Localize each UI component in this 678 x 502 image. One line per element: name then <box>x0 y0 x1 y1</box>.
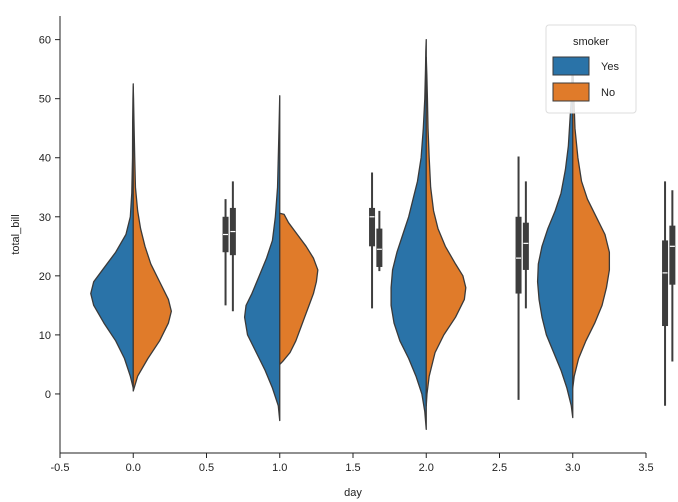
x-tick-label: 3.5 <box>638 462 653 474</box>
box-iqr <box>669 225 676 285</box>
y-tick-label: 10 <box>39 330 51 342</box>
violin-yes-0 <box>90 83 134 389</box>
violin-yes-1 <box>243 95 281 422</box>
violin-no-2 <box>425 56 467 407</box>
box-plot-6 <box>662 181 669 406</box>
box-plot-1 <box>229 181 236 312</box>
legend-title: smoker <box>573 36 609 48</box>
box-plot-2 <box>369 172 376 309</box>
box-plot-0 <box>222 199 229 306</box>
violin-layer <box>90 38 611 431</box>
x-tick-label: 1.0 <box>272 462 287 474</box>
box-plot-7 <box>669 190 676 362</box>
y-tick-label: 0 <box>45 389 51 401</box>
box-iqr <box>369 207 376 247</box>
y-tick-label: 50 <box>39 94 51 106</box>
legend-label: Yes <box>601 61 619 73</box>
y-tick-label: 20 <box>39 271 51 283</box>
box-iqr <box>515 216 522 294</box>
axes: -0.5 0.0 0.5 1.0 1.5 2.0 2.5 3.0 3.5 0 10 20 30 40 50… <box>10 16 654 499</box>
y-axis-label: total_bill <box>10 214 22 254</box>
x-tick-label: 2.5 <box>492 462 507 474</box>
legend-swatch <box>552 56 590 76</box>
legend-swatch <box>552 82 590 102</box>
y-tick-label: 60 <box>39 35 51 47</box>
x-tick-label: -0.5 <box>51 462 70 474</box>
box-iqr <box>522 222 529 270</box>
x-tick-label: 0.0 <box>126 462 141 474</box>
box-iqr <box>376 228 383 267</box>
violin-no-0 <box>132 86 172 392</box>
legend: smoker Yes No <box>545 24 637 114</box>
x-tick-label: 0.5 <box>199 462 214 474</box>
x-tick-label: 1.5 <box>345 462 360 474</box>
legend-entries: Yes No <box>552 56 619 102</box>
y-tick-label: 30 <box>39 212 51 224</box>
legend-entry-yes: Yes <box>552 56 619 76</box>
y-ticks: 0 10 20 30 40 50 60 <box>39 35 60 401</box>
violin-yes-2 <box>390 38 427 431</box>
box-plot-4 <box>515 156 522 400</box>
violin-no-1 <box>279 212 319 366</box>
y-tick-label: 40 <box>39 153 51 165</box>
legend-label: No <box>601 87 615 99</box>
x-tick-label: 2.0 <box>419 462 434 474</box>
legend-entry-no: No <box>552 82 615 102</box>
box-layer <box>222 156 676 406</box>
box-plot-3 <box>376 210 383 272</box>
box-iqr <box>662 240 669 327</box>
x-tick-label: 3.0 <box>565 462 580 474</box>
x-ticks: -0.5 0.0 0.5 1.0 1.5 2.0 2.5 3.0 3.5 <box>51 453 654 474</box>
x-axis-label: day <box>344 487 362 499</box>
box-plot-5 <box>522 181 529 309</box>
